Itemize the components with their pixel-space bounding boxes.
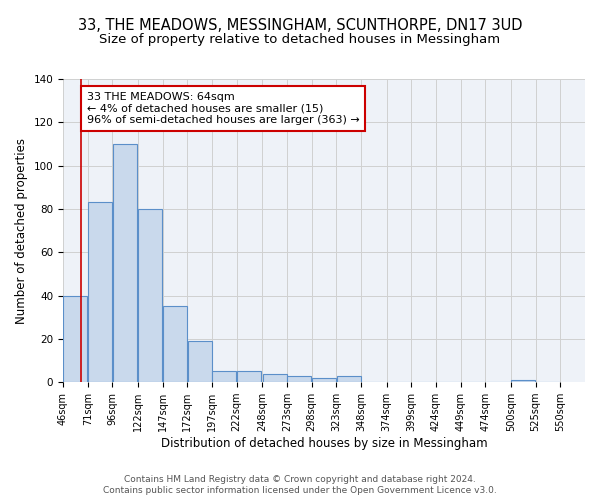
Text: 33, THE MEADOWS, MESSINGHAM, SCUNTHORPE, DN17 3UD: 33, THE MEADOWS, MESSINGHAM, SCUNTHORPE,…	[78, 18, 522, 32]
Text: Contains public sector information licensed under the Open Government Licence v3: Contains public sector information licen…	[103, 486, 497, 495]
Bar	[237, 372, 261, 382]
Bar	[163, 306, 187, 382]
Bar	[511, 380, 535, 382]
Y-axis label: Number of detached properties: Number of detached properties	[15, 138, 28, 324]
Bar	[88, 202, 112, 382]
Bar	[212, 372, 236, 382]
Bar	[312, 378, 336, 382]
X-axis label: Distribution of detached houses by size in Messingham: Distribution of detached houses by size …	[161, 437, 487, 450]
Bar	[63, 296, 88, 382]
Bar	[188, 341, 212, 382]
Bar	[287, 376, 311, 382]
Bar	[337, 376, 361, 382]
Bar	[263, 374, 287, 382]
Text: Contains HM Land Registry data © Crown copyright and database right 2024.: Contains HM Land Registry data © Crown c…	[124, 475, 476, 484]
Text: Size of property relative to detached houses in Messingham: Size of property relative to detached ho…	[100, 32, 500, 46]
Bar	[113, 144, 137, 382]
Bar	[138, 209, 163, 382]
Text: 33 THE MEADOWS: 64sqm
← 4% of detached houses are smaller (15)
96% of semi-detac: 33 THE MEADOWS: 64sqm ← 4% of detached h…	[87, 92, 359, 125]
